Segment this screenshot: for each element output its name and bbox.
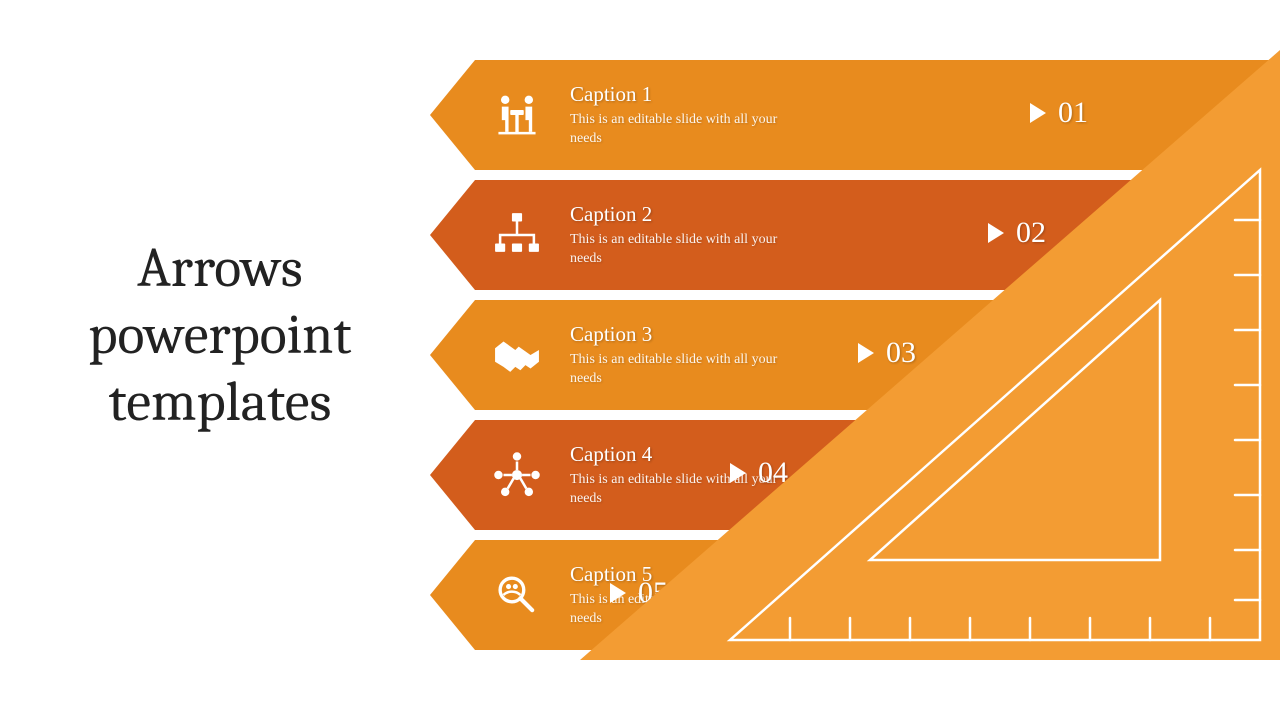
play-icon (730, 463, 746, 483)
bar-number: 05 (638, 576, 668, 610)
bar-subtext: This is an editable slide with all your … (570, 591, 810, 629)
arrow-bar: Caption 3 This is an editable slide with … (430, 300, 1280, 410)
bar-tail (430, 180, 475, 290)
bar-number: 01 (1058, 96, 1088, 130)
bar-caption: Caption 2 (570, 202, 810, 227)
play-icon (858, 343, 874, 363)
bar-subtext: This is an editable slide with all your … (570, 111, 810, 149)
bar-subtext: This is an editable slide with all your … (570, 351, 810, 389)
bar-caption: Caption 1 (570, 82, 810, 107)
bar-tail (430, 540, 475, 650)
handshake-icon (490, 328, 544, 382)
bar-tail (430, 60, 475, 170)
hierarchy-icon (490, 208, 544, 262)
bar-number-wrap: 03 (858, 336, 916, 370)
play-icon (1030, 103, 1046, 123)
bar-number: 02 (1016, 216, 1046, 250)
slide-title: Arrows powerpoint templates (30, 235, 410, 437)
bar-text: Caption 5 This is an editable slide with … (570, 562, 810, 629)
bar-text: Caption 1 This is an editable slide with … (570, 82, 810, 149)
search-people-icon (490, 568, 544, 622)
bar-number-wrap: 01 (1030, 96, 1088, 130)
bar-text: Caption 3 This is an editable slide with … (570, 322, 810, 389)
network-icon (490, 448, 544, 502)
bar-caption: Caption 5 (570, 562, 810, 587)
bar-tail (430, 420, 475, 530)
bar-number-wrap: 05 (610, 576, 668, 610)
arrow-bars: Caption 1 This is an editable slide with … (430, 60, 1280, 660)
bar-number: 03 (886, 336, 916, 370)
play-icon (610, 583, 626, 603)
arrow-bar: Caption 5 This is an editable slide with … (430, 540, 1280, 650)
arrow-bar: Caption 1 This is an editable slide with … (430, 60, 1280, 170)
bar-number-wrap: 04 (730, 456, 788, 490)
bar-text: Caption 2 This is an editable slide with … (570, 202, 810, 269)
bar-number: 04 (758, 456, 788, 490)
bar-number-wrap: 02 (988, 216, 1046, 250)
bar-subtext: This is an editable slide with all your … (570, 231, 810, 269)
slide-container: Arrows powerpoint templates Caption 1 Thi… (0, 0, 1280, 720)
bar-tail (430, 300, 475, 410)
play-icon (988, 223, 1004, 243)
arrow-bar: Caption 4This is an editable slide with … (430, 420, 1280, 530)
bar-caption: Caption 3 (570, 322, 810, 347)
meeting-icon (490, 88, 544, 142)
arrow-bar: Caption 2 This is an editable slide with … (430, 180, 1280, 290)
